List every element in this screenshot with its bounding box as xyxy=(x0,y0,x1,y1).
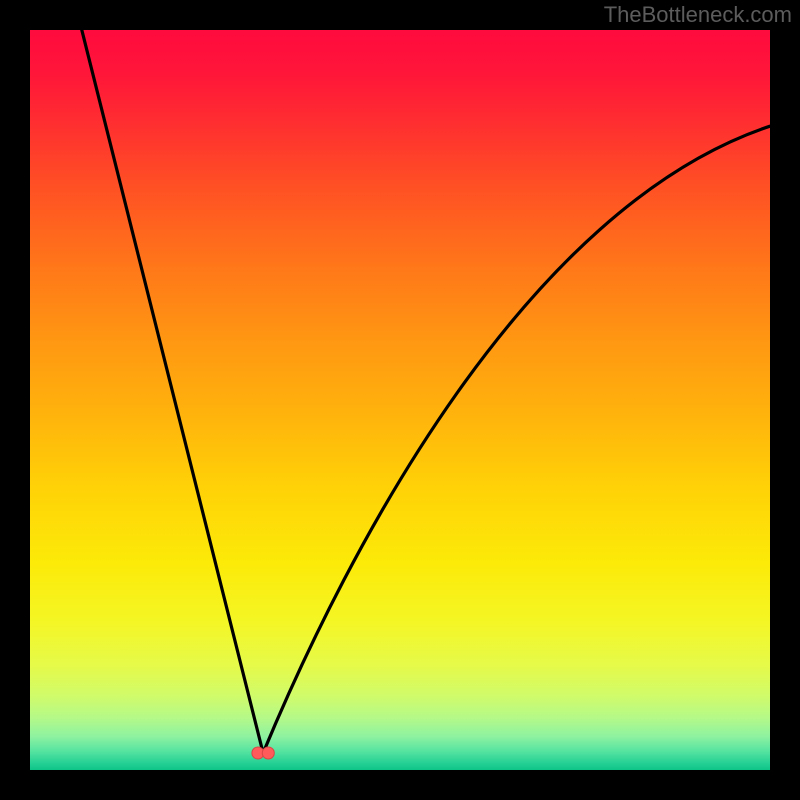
watermark-text: TheBottleneck.com xyxy=(604,2,792,28)
v-curve-svg xyxy=(30,30,770,770)
plot-area xyxy=(30,30,770,770)
v-curve-path xyxy=(82,30,770,753)
notch-marker-dot xyxy=(262,747,274,759)
chart-container: TheBottleneck.com xyxy=(0,0,800,800)
